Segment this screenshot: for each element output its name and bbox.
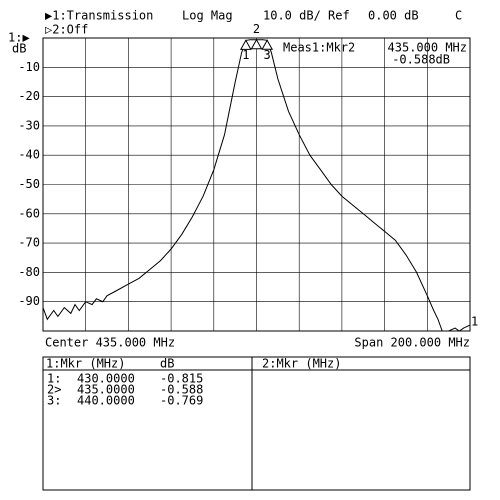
span: Span 200.000 MHz: [354, 336, 470, 350]
table-header: 2:Mkr (MHz): [262, 357, 341, 371]
y-tick-label: -40: [18, 148, 40, 162]
marker: [239, 39, 252, 50]
marker: [261, 39, 274, 50]
marker: [250, 38, 263, 50]
ref-marker: 1:▶: [8, 31, 30, 45]
y-tick-label: -80: [18, 265, 40, 279]
center: Center 435.000 MHz: [45, 336, 175, 350]
row-value: -0.588: [160, 383, 203, 397]
y-tick-label: -90: [18, 294, 40, 308]
trace-label: 1: [471, 315, 478, 329]
y-tick-label: -50: [18, 177, 40, 191]
row-prefix: 3:: [47, 394, 61, 408]
format: Log Mag: [182, 9, 233, 23]
row-freq: 440.0000: [77, 394, 135, 408]
table-header: dB: [160, 357, 174, 371]
scale: 10.0 dB/ Ref: [263, 9, 350, 23]
y-tick-label: -30: [18, 118, 40, 132]
trace: [42, 39, 471, 332]
table-header: 1:Mkr (MHz): [46, 357, 125, 371]
row-value: -0.769: [160, 394, 203, 408]
row-prefix: 2>: [47, 383, 61, 397]
y-tick-label: -20: [18, 89, 40, 103]
unit: dB: [12, 42, 26, 56]
ref: 0.00 dB: [368, 9, 419, 23]
row-value: -0.815: [160, 372, 203, 386]
row-freq: 430.0000: [77, 372, 135, 386]
y-tick-label: -70: [18, 236, 40, 250]
marker-table: [42, 356, 471, 491]
marker-label: 2: [253, 22, 260, 36]
flag: C: [455, 9, 462, 23]
y-tick-label: -60: [18, 206, 40, 220]
y-tick-label: -10: [18, 60, 40, 74]
channel1: ▶1:Transmission: [45, 9, 153, 23]
marker-label: 3: [264, 48, 271, 62]
row-freq: 435.0000: [77, 383, 135, 397]
marker-label: 1: [242, 48, 249, 62]
readout-value: -0.588dB: [392, 53, 450, 67]
channel2: ▷2:Off: [45, 23, 88, 37]
readout-title: Meas1:Mkr2: [283, 41, 355, 55]
row-prefix: 1:: [47, 372, 61, 386]
